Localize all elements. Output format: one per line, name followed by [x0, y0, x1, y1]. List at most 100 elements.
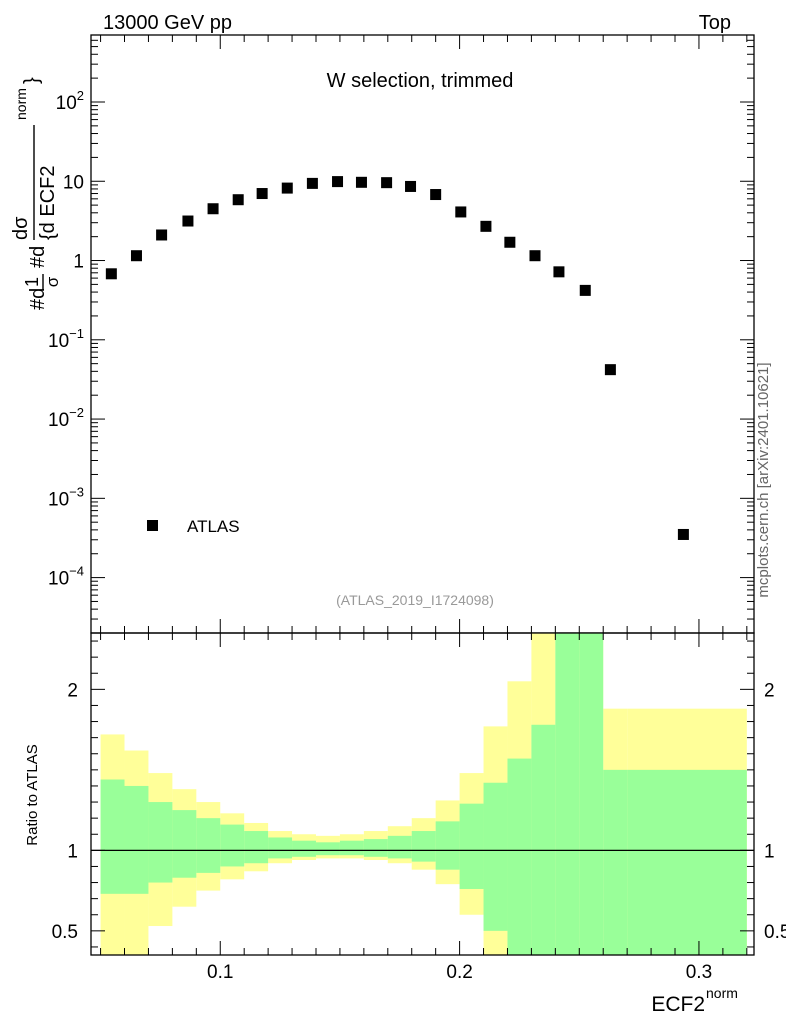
x-tick-label: 0.2	[446, 962, 472, 983]
data-point	[156, 229, 168, 241]
tick-base: 10	[48, 489, 69, 510]
data-point	[553, 266, 565, 278]
ratio-band-segment	[363, 839, 388, 857]
data-point	[281, 182, 293, 194]
data-point	[182, 215, 194, 227]
tick-exponent: −1	[69, 326, 84, 341]
watermark: mcplots.cern.ch [arXiv:2401.10621]	[755, 362, 772, 597]
data-point	[355, 176, 367, 188]
main-y-tick-label: 102	[56, 88, 84, 114]
tick-exponent: 2	[77, 88, 84, 103]
data-point	[677, 528, 689, 540]
ratio-y-tick-labels: 2 2 1 1 0.5 0.5	[52, 680, 786, 943]
x-axis-label-sup: norm	[706, 985, 738, 1001]
ratio-y-tick-label-left: 2	[67, 680, 78, 701]
x-tick-label: 0.1	[207, 962, 233, 983]
atlas-data-points	[105, 176, 689, 540]
ylabel-a: #d	[27, 288, 49, 310]
ratio-band-segment	[531, 724, 556, 955]
data-point	[232, 194, 244, 206]
main-axis-ticks	[91, 34, 754, 634]
ratio-band-segment	[100, 779, 125, 894]
ratio-panel: 2 2 1 1 0.5 0.5 0.1 0.2 0.3 Ratio to ATLAS ECF2…	[24, 632, 786, 1016]
ylabel-d: #d	[27, 246, 49, 268]
ratio-band-segment	[148, 802, 173, 883]
ylabel-f: {d ECF2	[37, 166, 59, 240]
data-point	[256, 188, 268, 200]
main-y-tick-label: 10−3	[48, 484, 84, 510]
data-point	[306, 177, 318, 189]
main-y-tick-label: 10−4	[48, 564, 84, 590]
tick-base: 10	[48, 569, 69, 590]
ratio-band-segment	[244, 831, 269, 864]
tick-exponent: −4	[69, 564, 84, 579]
ratio-y-tick-label-right: 1	[764, 841, 775, 862]
ratio-band-segment	[603, 769, 628, 955]
data-point	[332, 176, 344, 188]
main-y-tick-label: 1	[73, 252, 84, 273]
ratio-band-segment	[172, 810, 197, 878]
ratio-band-segment	[315, 842, 340, 856]
ratio-uncertainty-bands	[100, 633, 747, 955]
ratio-band-segment	[435, 821, 460, 870]
main-frame	[90, 34, 755, 634]
x-axis-label-main: ECF2	[651, 993, 705, 1016]
ratio-band-segment	[387, 835, 412, 859]
data-point	[504, 236, 516, 248]
data-point	[105, 268, 117, 280]
data-point	[381, 177, 393, 189]
ratio-band-segment	[220, 824, 245, 867]
data-point	[455, 206, 467, 218]
ratio-band-segment	[411, 831, 436, 862]
ratio-band-segment	[507, 758, 532, 955]
x-tick-label: 0.3	[686, 962, 712, 983]
ratio-band-segment	[627, 769, 747, 955]
main-y-tick-label: 10−1	[48, 326, 84, 352]
ylabel-b: 1	[22, 277, 42, 287]
tick-base: 10	[48, 331, 69, 352]
data-point	[405, 180, 417, 192]
ratio-x-tick-labels: 0.1 0.2 0.3	[207, 962, 712, 983]
analysis-tag: (ATLAS_2019_I1724098)	[336, 592, 494, 608]
data-point	[529, 250, 541, 262]
energy-label: 13000 GeV pp	[103, 12, 232, 34]
data-point	[430, 189, 442, 201]
ratio-y-tick-label-right: 2	[764, 680, 775, 701]
tick-base: 10	[56, 93, 77, 114]
tick-exponent: −2	[69, 405, 84, 420]
ratio-band-segment	[483, 782, 508, 931]
main-plot-title: W selection, trimmed	[327, 70, 514, 92]
main-y-axis-label: #d 1 σ #d dσ {d ECF2 norm }	[10, 77, 62, 310]
main-y-tick-label: 10−2	[48, 405, 84, 431]
ratio-band-segment	[459, 803, 484, 889]
data-point	[604, 364, 616, 376]
ratio-y-tick-label-right: 0.5	[764, 922, 786, 943]
ratio-band-segment	[268, 837, 293, 859]
ylabel-c: σ	[43, 276, 62, 287]
ratio-y-tick-label-left: 0.5	[52, 922, 78, 943]
ratio-band-segment	[339, 840, 364, 856]
ylabel-g: norm	[13, 88, 29, 120]
tick-exponent: −3	[69, 484, 84, 499]
legend-marker	[147, 520, 158, 531]
ratio-y-axis-label: Ratio to ATLAS	[24, 744, 41, 845]
ratio-band-segment	[579, 633, 604, 955]
x-axis-label: ECF2 norm	[651, 985, 738, 1016]
ylabel-h: }	[21, 77, 43, 84]
ratio-band-segment	[292, 840, 316, 857]
ratio-band-segment	[555, 633, 580, 955]
data-point	[130, 250, 142, 262]
legend-label: ATLAS	[187, 517, 240, 536]
main-y-tick-label: 10	[63, 172, 84, 193]
data-point	[579, 284, 591, 296]
ratio-band-segment	[196, 818, 221, 873]
category-label: Top	[699, 12, 731, 34]
data-point	[480, 220, 492, 232]
data-point	[207, 203, 219, 215]
ratio-axis-ticks	[91, 633, 754, 955]
ylabel-e: dσ	[10, 216, 32, 240]
ratio-y-tick-label-left: 1	[67, 841, 78, 862]
